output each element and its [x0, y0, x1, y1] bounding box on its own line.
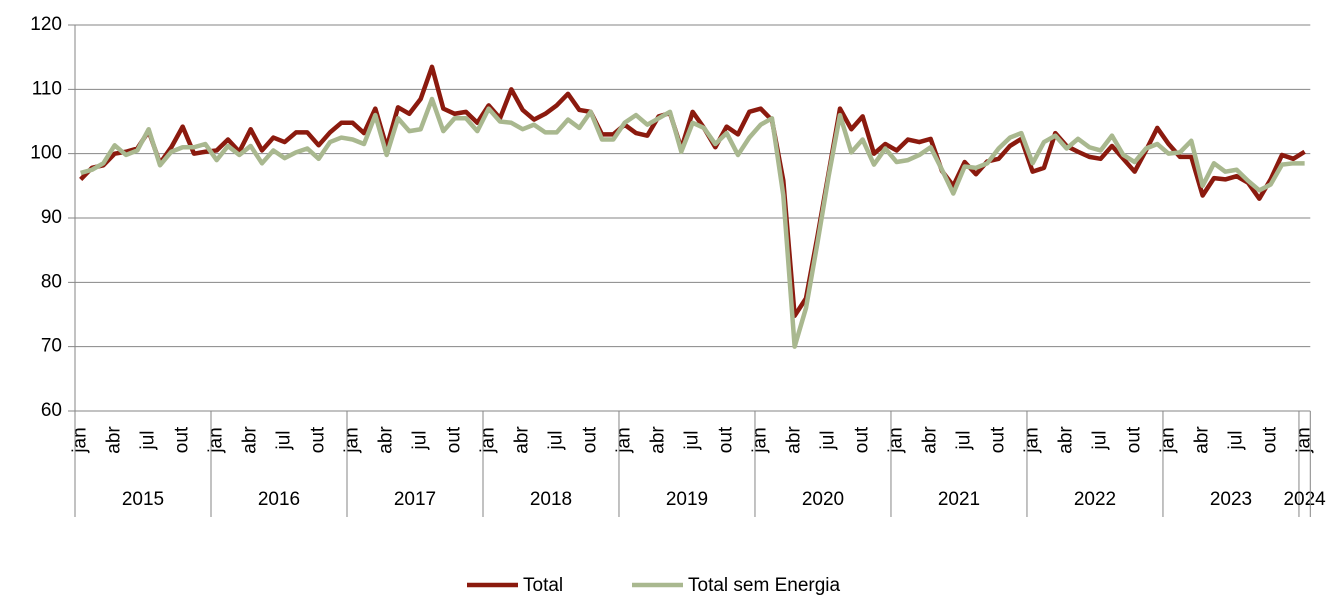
x-tick-label: jul — [1090, 430, 1111, 450]
year-label: 2015 — [122, 489, 164, 510]
x-tick-label: abr — [240, 426, 261, 454]
legend-label: Total sem Energia — [688, 575, 841, 596]
x-tick-label: jul — [954, 430, 975, 450]
x-tick-label: jul — [818, 430, 839, 450]
year-label: 2017 — [394, 489, 436, 510]
x-tick-label: abr — [1056, 426, 1077, 454]
year-label: 2018 — [530, 489, 572, 510]
x-tick-label: abr — [512, 426, 533, 454]
x-tick-label: jan — [614, 427, 635, 453]
x-tick-label: out — [1124, 426, 1145, 453]
x-tick-label: abr — [784, 426, 805, 454]
x-tick-label: abr — [376, 426, 397, 454]
x-tick-label: jul — [410, 430, 431, 450]
x-tick-label: out — [172, 426, 193, 453]
x-tick-label: jul — [138, 430, 159, 450]
x-tick-label: abr — [648, 426, 669, 454]
x-tick-label: out — [852, 426, 873, 453]
x-tick-label: out — [580, 426, 601, 453]
x-tick-label: jul — [274, 430, 295, 450]
x-tick-label: out — [716, 426, 737, 453]
x-tick-label: jul — [682, 430, 703, 450]
legend-label: Total — [523, 575, 563, 596]
x-tick-label: jan — [70, 427, 91, 453]
x-tick-label: jan — [1158, 427, 1179, 453]
series-line — [80, 96, 1305, 349]
x-tick-label: jan — [478, 427, 499, 453]
year-label: 2022 — [1074, 489, 1116, 510]
x-tick-label: abr — [1192, 426, 1213, 454]
series-line — [79, 64, 1306, 319]
x-tick-label: jan — [342, 427, 363, 453]
x-tick-label: jan — [1022, 427, 1043, 453]
year-label: 2024 — [1283, 489, 1326, 510]
x-tick-label: jan — [206, 427, 227, 453]
x-tick-label: out — [1260, 426, 1281, 453]
y-tick-label: 110 — [32, 78, 62, 99]
x-tick-label: jan — [1294, 427, 1315, 453]
x-tick-label: jan — [750, 427, 771, 453]
y-tick-label: 90 — [41, 207, 62, 228]
year-label: 2023 — [1210, 489, 1252, 510]
x-tick-label: out — [444, 426, 465, 453]
y-tick-label: 60 — [41, 400, 62, 421]
year-label: 2021 — [938, 489, 980, 510]
x-tick-label: jul — [1226, 430, 1247, 450]
x-tick-label: out — [988, 426, 1009, 453]
x-tick-label: jan — [886, 427, 907, 453]
x-tick-label: abr — [920, 426, 941, 454]
y-tick-label: 100 — [30, 143, 62, 164]
year-label: 2016 — [258, 489, 300, 510]
y-tick-label: 120 — [30, 14, 62, 35]
x-tick-label: abr — [104, 426, 125, 454]
x-tick-label: out — [308, 426, 329, 453]
y-tick-label: 80 — [41, 271, 62, 292]
year-label: 2020 — [802, 489, 844, 510]
y-tick-label: 70 — [41, 336, 62, 357]
x-tick-label: jul — [546, 430, 567, 450]
year-label: 2019 — [666, 489, 708, 510]
